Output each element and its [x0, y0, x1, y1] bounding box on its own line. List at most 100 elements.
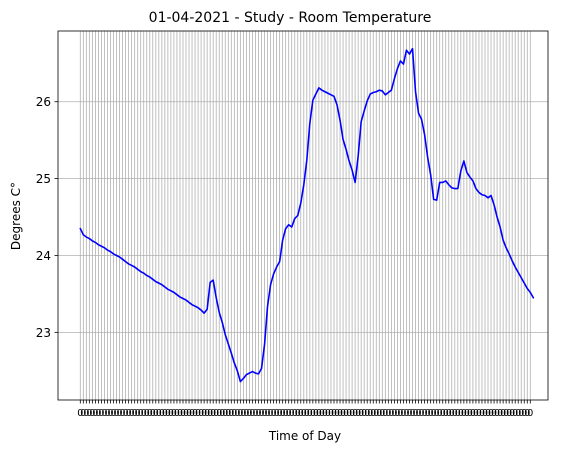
x-tick-label: 0	[225, 408, 231, 419]
x-tick-label: 0	[319, 408, 325, 419]
x-tick-label: 0	[500, 408, 506, 419]
x-tick-label: 0	[349, 408, 355, 419]
x-tick-label: 0	[443, 408, 449, 419]
x-tick-label: 0	[455, 408, 461, 419]
x-tick-label: 0	[138, 408, 144, 419]
series-layer	[79, 47, 535, 383]
x-tick-label: 0	[482, 408, 488, 419]
x-tick-label: 0	[265, 408, 271, 419]
x-tick-label: 0	[470, 408, 476, 419]
x-tick-label: 0	[422, 408, 428, 419]
x-tick-label: 0	[428, 408, 434, 419]
x-tick-label: 0	[141, 408, 147, 419]
x-tick-label: 0	[126, 408, 132, 419]
x-tick-label: 0	[458, 408, 464, 419]
x-tick-label: 0	[283, 408, 289, 419]
x-tick-label: 0	[497, 408, 503, 419]
x-tick-label: 0	[298, 408, 304, 419]
x-tick-label: 0	[89, 408, 95, 419]
x-tick-label: 0	[515, 408, 521, 419]
x-tick-label: 0	[156, 408, 162, 419]
x-tick-label: 0	[289, 408, 295, 419]
y-axis-ticks: 23 24 25 26	[36, 95, 58, 340]
x-tick-label: 0	[479, 408, 485, 419]
x-tick-label: 0	[150, 408, 156, 419]
x-tick-label: 0	[346, 408, 352, 419]
x-axis-ticks: 0000000000000000000000000000000000000000…	[77, 400, 533, 419]
x-tick-label: 0	[162, 408, 168, 419]
x-tick-label: 0	[177, 408, 183, 419]
x-tick-label: 0	[391, 408, 397, 419]
x-tick-label: 0	[237, 408, 243, 419]
x-tick-label: 0	[400, 408, 406, 419]
x-tick-label: 0	[334, 408, 340, 419]
x-tick-label: 0	[104, 408, 110, 419]
x-tick-label: 0	[358, 408, 364, 419]
x-tick-label: 0	[174, 408, 180, 419]
x-tick-label: 0	[431, 408, 437, 419]
x-tick-label: 0	[258, 408, 264, 419]
x-tick-label: 0	[168, 408, 174, 419]
y-tick-label: 24	[36, 249, 51, 263]
x-tick-label: 0	[213, 408, 219, 419]
x-tick-label: 0	[452, 408, 458, 419]
x-tick-label: 0	[201, 408, 207, 419]
x-tick-label: 0	[440, 408, 446, 419]
x-tick-label: 0	[464, 408, 470, 419]
x-tick-label: 0	[331, 408, 337, 419]
x-tick-label: 0	[473, 408, 479, 419]
x-tick-label: 0	[494, 408, 500, 419]
x-tick-label: 0	[364, 408, 370, 419]
x-tick-label: 0	[406, 408, 412, 419]
x-tick-label: 0	[243, 408, 249, 419]
x-tick-label: 0	[352, 408, 358, 419]
x-tick-label: 0	[204, 408, 210, 419]
x-tick-label: 0	[198, 408, 204, 419]
x-tick-label: 0	[114, 408, 120, 419]
x-tick-label: 0	[159, 408, 165, 419]
y-axis-label: Degrees C°	[9, 182, 23, 250]
x-tick-label: 0	[367, 408, 373, 419]
x-tick-label: 0	[313, 408, 319, 419]
chart-title: 01-04-2021 - Study - Room Temperature	[149, 10, 432, 26]
x-tick-label: 0	[189, 408, 195, 419]
x-tick-label: 0	[246, 408, 252, 419]
x-tick-label: 0	[527, 408, 533, 419]
x-tick-label: 0	[186, 408, 192, 419]
x-tick-label: 0	[262, 408, 268, 419]
x-tick-label: 0	[491, 408, 497, 419]
x-tick-label: 0	[207, 408, 213, 419]
x-tick-label: 0	[240, 408, 246, 419]
x-tick-label: 0	[304, 408, 310, 419]
x-tick-label: 0	[222, 408, 228, 419]
x-tick-label: 0	[216, 408, 222, 419]
x-tick-label: 0	[180, 408, 186, 419]
x-tick-label: 0	[101, 408, 107, 419]
x-axis-label: Time of Day	[268, 429, 341, 443]
x-tick-label: 0	[98, 408, 104, 419]
x-tick-label: 0	[83, 408, 89, 419]
x-tick-label: 0	[370, 408, 376, 419]
x-tick-label: 0	[310, 408, 316, 419]
temperature-series-line	[79, 47, 535, 383]
x-tick-label: 0	[343, 408, 349, 419]
x-tick-label: 0	[518, 408, 524, 419]
x-tick-label: 0	[95, 408, 101, 419]
x-tick-label: 0	[503, 408, 509, 419]
x-tick-label: 0	[165, 408, 171, 419]
x-tick-label: 0	[385, 408, 391, 419]
x-tick-label: 0	[382, 408, 388, 419]
x-tick-label: 0	[394, 408, 400, 419]
x-tick-label: 0	[449, 408, 455, 419]
y-tick-label: 26	[36, 95, 51, 109]
x-tick-label: 0	[192, 408, 198, 419]
x-tick-label: 0	[524, 408, 530, 419]
x-tick-label: 0	[231, 408, 237, 419]
x-tick-label: 0	[280, 408, 286, 419]
x-tick-label: 0	[403, 408, 409, 419]
x-tick-label: 0	[92, 408, 98, 419]
x-tick-label: 0	[446, 408, 452, 419]
x-tick-label: 0	[316, 408, 322, 419]
x-tick-label: 0	[147, 408, 153, 419]
x-tick-label: 0	[129, 408, 135, 419]
